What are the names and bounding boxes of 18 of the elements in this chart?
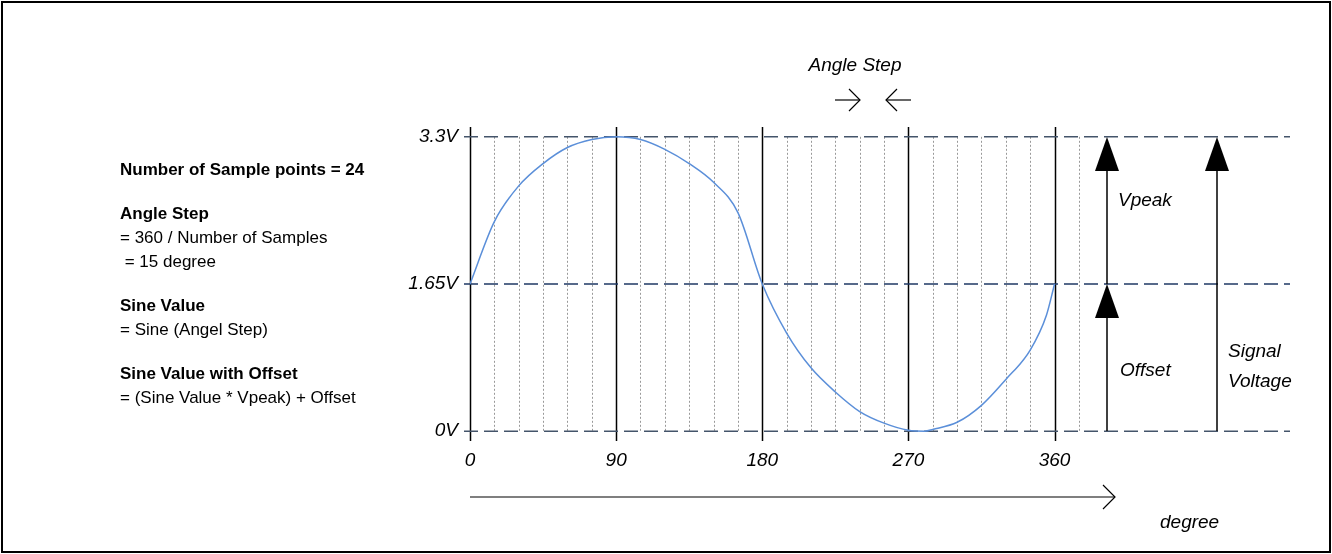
y-tick-label: 1.65V [408, 272, 461, 294]
y-tick-label: 3.3V [418, 125, 461, 147]
annotation: Signal Voltage [1228, 339, 1292, 393]
y-tick-label: 0V [434, 419, 461, 441]
x-tick-label: 270 [891, 448, 925, 470]
text: Number of Sample points = 24 [120, 159, 366, 181]
x-tick-label: 180 [746, 448, 779, 470]
line-series [470, 136, 1056, 432]
x-tick-label: 0 [464, 448, 476, 470]
x-tick-label: 90 [605, 448, 628, 470]
text: Angle Step = 360 / Number of Samples = 15 degree [120, 203, 329, 273]
text: Angle Step [808, 53, 902, 77]
x-axis-title: degree [1160, 510, 1220, 534]
x-tick-label: 360 [1038, 448, 1071, 470]
text: Sine Value with Offset = (Sine Value * Vpeak) + Offset [120, 363, 357, 409]
annotation: Offset [1120, 358, 1171, 382]
annotation: Vpeak [1118, 188, 1172, 212]
text: Sine Value = Sine (Angel Step) [120, 295, 269, 341]
